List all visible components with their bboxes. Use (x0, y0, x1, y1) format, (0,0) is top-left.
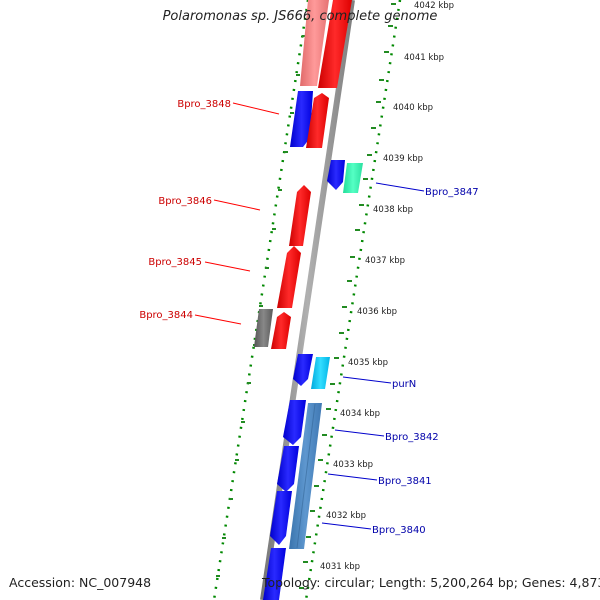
label-bpro-3844[interactable]: Bpro_3844 (139, 310, 193, 321)
tick-label-4039: 4039 kbp (383, 154, 423, 164)
tick-label-4038: 4038 kbp (373, 205, 413, 215)
gene-name-labels: Bpro_3848 Bpro_3846 Bpro_3845 Bpro_3844 … (139, 99, 478, 536)
gene-bpro-3848-reverse[interactable] (290, 91, 313, 147)
gene-bpro-3842-reverse[interactable] (283, 400, 306, 445)
genome-summary-text: Topology: circular; Length: 5,200,264 bp… (262, 575, 600, 590)
label-bpro-3841[interactable]: Bpro_3841 (378, 476, 432, 487)
map-title: Polaromonas sp. JS666, complete genome (162, 9, 438, 24)
tick-label-4031: 4031 kbp (320, 562, 360, 572)
label-bpro-3846[interactable]: Bpro_3846 (158, 196, 212, 207)
right-ruler-dashes (299, 3, 396, 589)
gene-bpro-3847-reverse[interactable] (327, 160, 345, 190)
tick-label-4041: 4041 kbp (404, 53, 444, 63)
gene-bpro-3845[interactable] (277, 246, 301, 308)
gene-bpro-3848-forward[interactable] (306, 93, 329, 148)
gene-bpro-3840-reverse[interactable] (270, 491, 292, 545)
gene-block-red-top[interactable] (318, 0, 352, 88)
label-purN[interactable]: purN (392, 379, 416, 390)
tick-label-4032: 4032 kbp (326, 511, 366, 521)
ruler-tick-labels: 4042 kbp 4041 kbp 4040 kbp 4039 kbp 4038… (320, 1, 454, 572)
tick-label-4042: 4042 kbp (414, 1, 454, 11)
label-bpro-3842[interactable]: Bpro_3842 (385, 432, 439, 443)
tick-label-4040: 4040 kbp (393, 103, 433, 113)
gene-bpro-3846[interactable] (289, 185, 311, 246)
gene-bpro-3844[interactable] (271, 312, 291, 349)
gene-purN[interactable] (311, 357, 330, 389)
gene-bottom-reverse[interactable] (263, 548, 286, 600)
label-leader-lines (194, 102, 425, 530)
gene-bpro-3847[interactable] (343, 163, 363, 193)
label-bpro-3840[interactable]: Bpro_3840 (372, 525, 426, 536)
left-ruler-line (212, 0, 310, 600)
label-bpro-3845[interactable]: Bpro_3845 (148, 257, 202, 268)
gene-bpro-3841-reverse[interactable] (277, 446, 299, 492)
tick-label-4034: 4034 kbp (340, 409, 380, 419)
gene-block-pink[interactable] (300, 0, 329, 86)
gene-purN-reverse[interactable] (293, 354, 313, 386)
tick-label-4036: 4036 kbp (357, 307, 397, 317)
accession-text: Accession: NC_007948 (9, 575, 152, 590)
tick-label-4035: 4035 kbp (348, 358, 388, 368)
gene-bpro-3844-gray[interactable] (254, 309, 273, 347)
label-bpro-3848[interactable]: Bpro_3848 (177, 99, 231, 110)
tick-label-4037: 4037 kbp (365, 256, 405, 266)
label-bpro-3847[interactable]: Bpro_3847 (425, 187, 479, 198)
left-ruler-dashes (216, 35, 306, 577)
gene-features (254, 0, 363, 600)
tick-label-4033: 4033 kbp (333, 460, 373, 470)
right-ruler-line (304, 0, 402, 600)
